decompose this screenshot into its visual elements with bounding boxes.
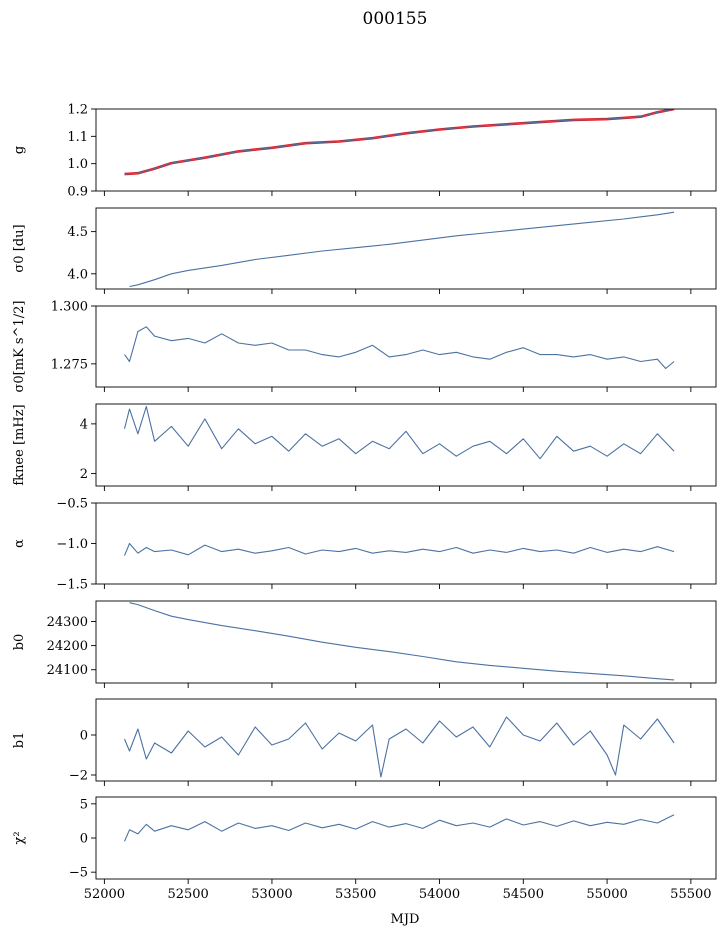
y-tick-label: 5 (80, 797, 88, 812)
plot-area (123, 542, 675, 556)
subplot-8: −5 0 5 52000 52500 53000 53500 54000 54500 55000 5… (12, 796, 717, 902)
series-line-1 (129, 602, 675, 681)
axes-frame (95, 403, 717, 487)
x-tick-label: 54000 (419, 887, 460, 902)
y-axis-label: σ0 [du] (12, 224, 27, 272)
axes-frame (95, 698, 717, 782)
y-tick-label: 0.9 (67, 185, 88, 200)
plot-area (123, 716, 675, 778)
axes-frame (95, 207, 717, 290)
y-axis-label: χ² (12, 831, 27, 844)
x-tick-label: 54500 (503, 887, 544, 902)
plot-area (124, 326, 675, 370)
series-line-1 (123, 814, 675, 842)
plot-area (123, 814, 675, 842)
y-tick-label: −1.0 (56, 537, 88, 552)
y-tick-label: −1.5 (56, 578, 88, 593)
figure-title: 000155 (363, 9, 428, 29)
x-tick-label: 55000 (586, 887, 627, 902)
series-line-2 (124, 109, 675, 175)
y-tick-label: 4.0 (67, 267, 88, 282)
series-line-1 (123, 542, 675, 556)
y-tick-label: −2 (69, 769, 88, 784)
axes-frame (95, 600, 717, 684)
y-tick-label: 0 (80, 729, 88, 744)
plot-area (124, 109, 675, 176)
y-tick-label: 2 (80, 467, 88, 482)
y-axis-label: σ0[mK s^1/2] (12, 301, 27, 393)
y-tick-label: 24100 (47, 663, 88, 678)
y-tick-label: 4 (80, 417, 88, 432)
y-axis-label: b1 (12, 732, 27, 749)
y-tick-label: −5 (69, 866, 88, 881)
x-tick-label: 55500 (670, 887, 711, 902)
axes-frame (95, 796, 717, 880)
y-tick-label: 1.0 (67, 157, 88, 172)
y-axis-label: fknee [mHz] (12, 404, 27, 485)
axes-frame (95, 502, 717, 585)
y-tick-label: 4.5 (67, 225, 88, 240)
y-tick-label: 0 (80, 832, 88, 847)
series-line-1 (124, 109, 675, 176)
y-axis-label: α (12, 539, 27, 548)
plot-area (123, 405, 675, 460)
plot-area (129, 602, 675, 681)
axes-frame (95, 305, 717, 388)
subplot-5: −1.5 −1.0 −0.5 α (12, 497, 717, 593)
y-tick-label: 1.300 (51, 300, 88, 315)
y-axis-label: b0 (12, 634, 27, 651)
subplot-7: −2 0 b1 (12, 698, 717, 786)
x-tick-label: 52000 (84, 887, 125, 902)
series-line-1 (124, 326, 675, 370)
series-line-1 (129, 211, 675, 288)
y-tick-label: 1.1 (67, 130, 88, 145)
series-line-1 (123, 405, 675, 460)
subplot-4: 2 4 fknee [mHz] (12, 403, 717, 491)
x-tick-label: 53000 (251, 887, 292, 902)
x-axis-label: MJD (391, 912, 420, 927)
plot-area (129, 211, 675, 288)
axes-frame (95, 108, 717, 192)
x-tick-label: 53500 (335, 887, 376, 902)
subplot-1: 0.9 1.0 1.1 1.2 g (12, 103, 717, 200)
y-tick-label: −0.5 (56, 497, 88, 512)
y-tick-label: 1.275 (51, 357, 88, 372)
subplot-stack: 0.9 1.0 1.1 1.2 g 4.0 4.5 σ0 [du] 1.275 1.300 σ0[m… (12, 103, 717, 902)
y-tick-label: 24300 (47, 615, 88, 630)
y-tick-label: 1.2 (67, 103, 88, 118)
subplot-2: 4.0 4.5 σ0 [du] (12, 207, 717, 294)
y-axis-label: g (12, 146, 27, 154)
x-tick-label: 52500 (167, 887, 208, 902)
series-line-1 (123, 716, 675, 778)
subplot-3: 1.275 1.300 σ0[mK s^1/2] (12, 300, 717, 393)
subplot-6: 24100 24200 24300 b0 (12, 600, 717, 688)
y-tick-label: 24200 (47, 639, 88, 654)
